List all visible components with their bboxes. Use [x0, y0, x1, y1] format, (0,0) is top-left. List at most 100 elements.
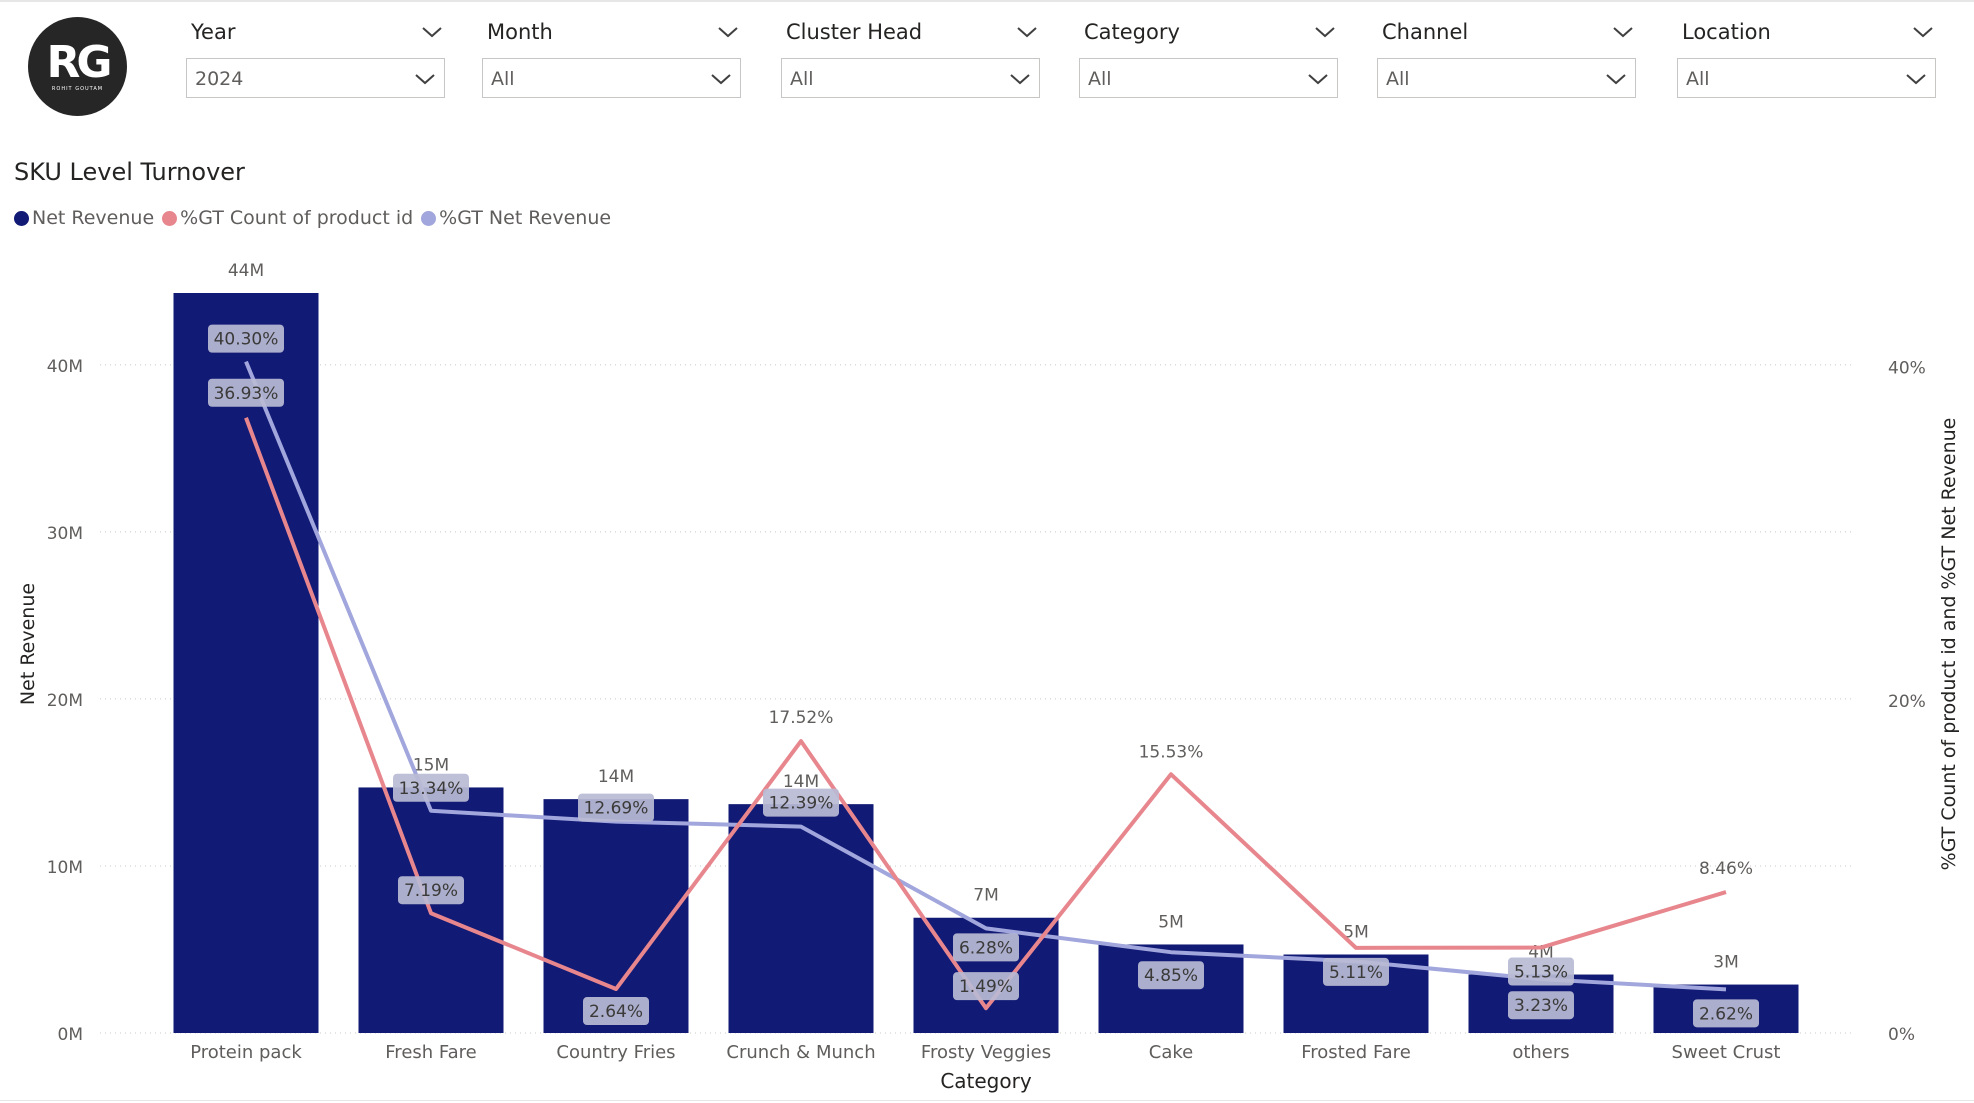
chevron-down-icon: [1905, 71, 1927, 85]
gt-revenue-label-bg: [578, 793, 654, 822]
slicer-channel-value: All: [1386, 68, 1410, 90]
legend-item-gt-revenue[interactable]: %GT Net Revenue: [421, 207, 611, 229]
gt-count-label: 2.64%: [589, 1002, 643, 1022]
slicer-channel: Channel All: [1377, 18, 1638, 102]
gt-revenue-label: 4.85%: [1144, 966, 1198, 986]
slicer-category-title: Category: [1084, 20, 1180, 44]
y-tick-label: 20M: [47, 691, 83, 711]
gt-revenue-label-bg: [208, 324, 284, 353]
slicer-month-dropdown[interactable]: All: [482, 58, 741, 98]
bar: [173, 293, 319, 1033]
slicer-cluster-head-title: Cluster Head: [786, 20, 923, 44]
slicer-channel-title: Channel: [1382, 20, 1469, 44]
x-tick-label: Frosted Fare: [1301, 1042, 1411, 1063]
x-tick-label: Protein pack: [190, 1042, 302, 1063]
bar-value-label: 15M: [413, 755, 449, 775]
bar-value-label: 14M: [783, 772, 819, 792]
slicer-category-value: All: [1088, 68, 1112, 90]
y-tick-label: 40M: [47, 357, 83, 377]
chevron-down-icon: [414, 71, 436, 85]
chevron-down-icon: [1605, 71, 1627, 85]
gt-revenue-label: 12.39%: [769, 794, 834, 814]
top-border: [0, 0, 1974, 2]
slicer-cluster-head-collapse-icon[interactable]: [1016, 24, 1037, 38]
gt-count-label: 7.19%: [404, 881, 458, 901]
chevron-down-icon: [710, 71, 732, 85]
bar: [543, 799, 689, 1033]
bottom-border: [0, 1100, 1974, 1101]
legend-dot-net-revenue: [14, 210, 29, 226]
gt-revenue-label-bg: [953, 933, 1019, 962]
gt-revenue-label-bg: [1138, 961, 1204, 990]
bar-value-label: 7M: [973, 886, 998, 906]
x-tick-label: Fresh Fare: [385, 1042, 476, 1063]
y2-tick-label: 40%: [1888, 359, 1926, 379]
chart-legend: Net Revenue %GT Count of product id %GT …: [14, 206, 619, 230]
y-tick-label: 0M: [58, 1025, 83, 1045]
y2-tick-label: 20%: [1888, 692, 1926, 712]
legend-label-gt-count: %GT Count of product id: [180, 207, 414, 229]
legend-label-gt-revenue: %GT Net Revenue: [439, 207, 612, 229]
gt-count-label: 15.53%: [1139, 742, 1204, 762]
y2-tick-label: 0%: [1888, 1025, 1915, 1045]
slicer-year: Year 2024: [186, 18, 447, 102]
gt-revenue-label: 3.23%: [1514, 996, 1568, 1016]
gt-revenue-label: 2.62%: [1699, 1004, 1753, 1024]
x-tick-label: Country Fries: [556, 1042, 675, 1063]
gt-count-label-bg: [208, 378, 284, 407]
y-tick-label: 30M: [47, 524, 83, 544]
legend-item-gt-count[interactable]: %GT Count of product id: [162, 207, 413, 229]
slicer-year-dropdown[interactable]: 2024: [186, 58, 445, 98]
x-tick-label: Crunch & Munch: [726, 1042, 875, 1063]
slicer-channel-dropdown[interactable]: All: [1377, 58, 1636, 98]
slicer-cluster-head-value: All: [790, 68, 814, 90]
legend-label-net-revenue: Net Revenue: [32, 207, 155, 229]
gt-count-label-bg: [398, 876, 464, 905]
gt-revenue-line: [244, 360, 1727, 992]
gt-revenue-label: 40.30%: [214, 330, 279, 350]
logo-subtitle: ROHIT GOUTAM: [51, 86, 104, 92]
bar-value-label: 3M: [1713, 953, 1738, 973]
chevron-down-icon: [1009, 71, 1031, 85]
slicer-category-collapse-icon[interactable]: [1314, 24, 1335, 38]
y2-axis-title: %GT Count of product id and %GT Net Reve…: [1938, 418, 1960, 871]
bar-value-label: 44M: [228, 261, 264, 281]
gt-count-label-bg: [1323, 957, 1389, 986]
gt-revenue-label-bg: [763, 788, 839, 817]
gt-revenue-label-bg: [1693, 999, 1759, 1028]
slicer-year-collapse-icon[interactable]: [421, 24, 442, 38]
slicer-cluster-head-dropdown[interactable]: All: [781, 58, 1040, 98]
gt-revenue-label: 12.69%: [584, 799, 649, 819]
gt-count-label: 5.11%: [1329, 963, 1383, 983]
gt-count-label-bg: [1508, 957, 1574, 986]
gt-revenue-label: 6.28%: [959, 938, 1013, 958]
slicer-cluster-head: Cluster Head All: [781, 18, 1042, 102]
x-tick-label: Frosty Veggies: [921, 1042, 1051, 1063]
slicer-location-dropdown[interactable]: All: [1677, 58, 1936, 98]
slicer-month: Month All: [482, 18, 743, 102]
slicer-location-collapse-icon[interactable]: [1912, 24, 1933, 38]
y-axis-title: Net Revenue: [17, 583, 39, 705]
x-axis-title: Category: [940, 1069, 1032, 1093]
gt-revenue-label-bg: [393, 773, 469, 802]
gt-count-label: 17.52%: [769, 708, 834, 728]
logo-mark: RG: [46, 37, 113, 88]
gt-count-line: [244, 417, 1727, 1011]
gt-count-label: 1.49%: [959, 977, 1013, 997]
bar-value-label: 5M: [1158, 912, 1183, 932]
x-tick-label: others: [1512, 1042, 1569, 1063]
y-tick-label: 10M: [47, 858, 83, 878]
bar-value-label: 14M: [598, 767, 634, 787]
bar: [728, 804, 874, 1033]
chevron-down-icon: [1307, 71, 1329, 85]
gt-revenue-label-bg: [1508, 991, 1574, 1020]
gt-count-label: 36.93%: [214, 384, 279, 404]
gt-count-label-bg: [953, 972, 1019, 1001]
slicer-channel-collapse-icon[interactable]: [1612, 24, 1633, 38]
slicer-category-dropdown[interactable]: All: [1079, 58, 1338, 98]
logo: RG ROHIT GOUTAM: [28, 17, 127, 116]
gt-revenue-label: 13.34%: [399, 779, 464, 799]
slicer-month-collapse-icon[interactable]: [717, 24, 738, 38]
legend-item-net-revenue[interactable]: Net Revenue: [14, 207, 154, 229]
